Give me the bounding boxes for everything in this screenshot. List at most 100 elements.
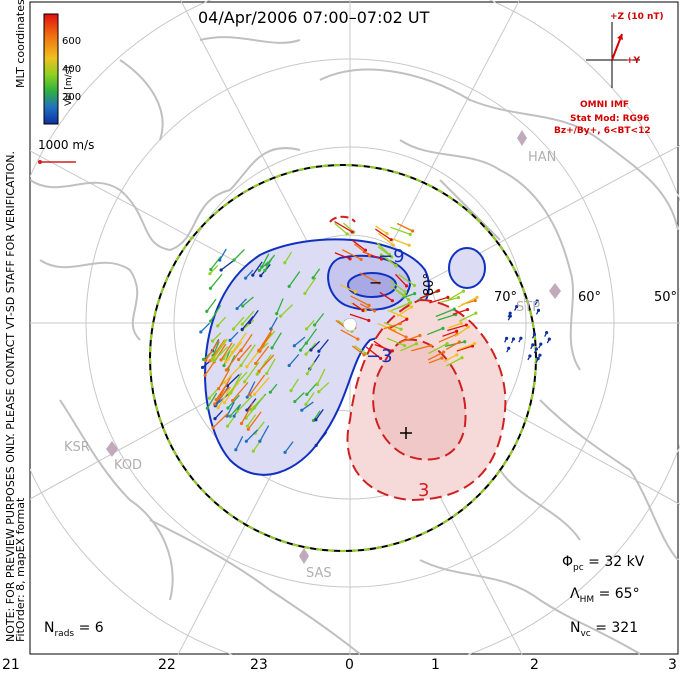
velocity-vector bbox=[284, 441, 294, 453]
potential-min-marker: − bbox=[369, 273, 383, 292]
velocity-vector-origin bbox=[464, 323, 469, 327]
velocity-vector-origin bbox=[305, 392, 309, 396]
velocity-vector bbox=[429, 296, 449, 304]
mlt-tick-22: 22 bbox=[158, 657, 176, 673]
velocity-vector bbox=[373, 340, 391, 353]
velocity-vector-origin bbox=[379, 356, 383, 361]
velocity-vector bbox=[318, 381, 330, 393]
velocity-vector bbox=[386, 337, 405, 347]
velocity-vector-origin bbox=[367, 253, 372, 258]
velocity-vector-origin bbox=[232, 258, 236, 262]
velocity-vector bbox=[259, 425, 270, 442]
velocity-vector bbox=[264, 258, 273, 271]
velocity-vector bbox=[352, 302, 364, 312]
velocity-vector-origin bbox=[235, 306, 239, 311]
velocity-vector-origin bbox=[446, 295, 450, 299]
velocity-vector bbox=[445, 341, 460, 351]
velocity-vector-origin bbox=[287, 284, 291, 288]
velocity-vector-origin bbox=[304, 352, 308, 356]
velocity-vector-origin bbox=[245, 365, 249, 369]
velocity-vector-origin bbox=[309, 348, 313, 352]
velocity-vector-origin bbox=[218, 395, 222, 399]
velocity-vector bbox=[247, 411, 262, 430]
velocity-vector bbox=[224, 366, 241, 383]
velocity-vector-origin bbox=[474, 311, 478, 315]
velocity-vector-origin bbox=[412, 283, 417, 288]
velocity-vector-origin bbox=[218, 258, 222, 262]
velocity-vector-origin bbox=[239, 421, 244, 426]
velocity-vector bbox=[457, 296, 478, 308]
velocity-vector bbox=[334, 222, 348, 235]
velocity-vector-origin bbox=[536, 308, 541, 312]
velocity-vector-origin bbox=[283, 261, 287, 265]
velocity-vector-origin bbox=[283, 450, 287, 454]
velocity-vector bbox=[245, 269, 254, 279]
velocity-vector-origin bbox=[445, 342, 449, 346]
velocity-vector bbox=[397, 306, 412, 317]
lat-label-70: 70° bbox=[494, 290, 518, 305]
lat-label-80: 80° bbox=[422, 272, 437, 296]
n-rads-value: = 6 bbox=[78, 620, 104, 636]
velocity-vector-origin bbox=[279, 314, 283, 318]
velocity-vector-origin bbox=[213, 417, 217, 421]
velocity-vector bbox=[458, 342, 475, 351]
velocity-vector-origin bbox=[222, 401, 227, 405]
velocity-vector-origin bbox=[408, 301, 413, 305]
velocity-vector-origin bbox=[270, 346, 274, 350]
velocity-vector bbox=[232, 381, 249, 402]
velocity-vector-origin bbox=[240, 322, 244, 326]
velocity-vector bbox=[250, 394, 265, 411]
velocity-vector-origin bbox=[399, 327, 403, 331]
velocity-vector-origin bbox=[247, 320, 252, 325]
velocity-vector-origin bbox=[226, 406, 230, 410]
velocity-vector bbox=[229, 404, 241, 417]
velocity-vector bbox=[240, 402, 254, 424]
velocity-vector bbox=[220, 260, 234, 271]
velocity-vector-origin bbox=[507, 346, 511, 350]
velocity-vector-origin bbox=[244, 439, 248, 443]
velocity-vector bbox=[238, 344, 252, 360]
mlt-tick-0: 0 bbox=[345, 657, 354, 673]
velocity-vector-origin bbox=[466, 325, 471, 329]
velocity-vector bbox=[276, 298, 284, 314]
velocity-vector bbox=[219, 248, 227, 261]
velocity-vector-origin bbox=[213, 402, 217, 406]
velocity-vector-origin bbox=[211, 426, 215, 430]
velocity-vector-origin bbox=[473, 298, 477, 303]
pole-marker bbox=[342, 318, 357, 332]
velocity-vector-origin bbox=[210, 339, 215, 343]
lambda-hm-value: = 65° bbox=[598, 586, 640, 602]
velocity-vector bbox=[310, 340, 321, 351]
velocity-vectors bbox=[199, 220, 551, 454]
velocity-vector bbox=[392, 238, 410, 246]
velocity-vector bbox=[459, 312, 477, 322]
velocity-vector-origin bbox=[531, 343, 535, 347]
velocity-vector-origin bbox=[300, 408, 304, 412]
velocity-vector bbox=[395, 273, 407, 287]
velocity-vector-origin bbox=[311, 276, 315, 280]
velocity-vector bbox=[377, 246, 393, 258]
velocity-vector bbox=[241, 310, 255, 325]
velocity-vector bbox=[244, 361, 260, 383]
velocity-vector-origin bbox=[459, 321, 463, 325]
station-stp-label: STP bbox=[516, 300, 541, 315]
station-markers bbox=[106, 130, 561, 564]
velocity-vector-origin bbox=[216, 324, 220, 328]
velocity-vector-origin bbox=[534, 347, 539, 351]
velocity-vector-origin bbox=[251, 273, 255, 277]
lambda-hm-stat: ΛHM = 65° bbox=[570, 586, 640, 605]
velocity-vector-origin bbox=[204, 358, 208, 362]
velocity-vector bbox=[225, 347, 243, 371]
velocity-vector-origin bbox=[388, 350, 392, 354]
velocity-vector bbox=[447, 324, 467, 332]
velocity-vector-origin bbox=[304, 327, 309, 331]
velocity-vector bbox=[312, 268, 321, 279]
velocity-vector-origin bbox=[214, 398, 218, 402]
velocity-vector bbox=[306, 320, 315, 330]
velocity-vector-origin bbox=[245, 395, 249, 399]
velocity-vector-origin bbox=[460, 356, 464, 360]
velocity-vector bbox=[209, 264, 219, 275]
velocity-vector bbox=[211, 338, 228, 360]
velocity-vector bbox=[390, 226, 411, 235]
map-title: 04/Apr/2006 07:00–07:02 UT bbox=[198, 8, 430, 27]
